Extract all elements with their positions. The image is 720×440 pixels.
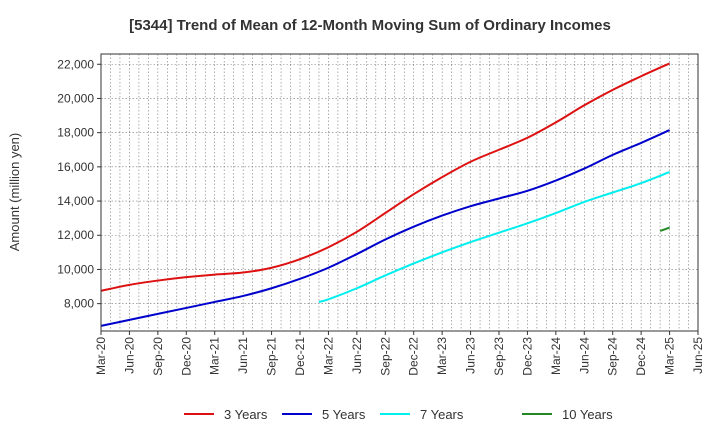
x-tick-label: Mar-24 — [549, 337, 563, 375]
grid — [100, 54, 699, 331]
legend-label-3-years: 3 Years — [224, 407, 268, 422]
x-tick-label: Mar-25 — [663, 337, 677, 375]
y-tick-label: 12,000 — [57, 228, 94, 242]
y-tick-label: 8,000 — [64, 297, 94, 311]
x-tick-label: Mar-20 — [94, 337, 108, 375]
series-lines — [100, 62, 670, 327]
chart-title: [5344] Trend of Mean of 12-Month Moving … — [129, 17, 611, 34]
x-tick-label: Sep-21 — [265, 337, 279, 376]
legend-label-10-years: 10 Years — [562, 407, 613, 422]
x-tick-label: Dec-23 — [520, 337, 534, 376]
x-tick-label: Mar-21 — [208, 337, 222, 375]
y-tick-label: 22,000 — [57, 57, 94, 71]
x-tick-label: Jun-24 — [577, 337, 591, 374]
x-tick-label: Jun-23 — [464, 337, 478, 374]
y-tick-label: 18,000 — [57, 126, 94, 140]
legend-label-5-years: 5 Years — [322, 407, 366, 422]
x-tick-label: Sep-23 — [492, 337, 506, 376]
x-tick-label: Sep-24 — [606, 337, 620, 376]
y-tick-label: 16,000 — [57, 160, 94, 174]
x-tick-label: Sep-20 — [151, 337, 165, 376]
legend-label-7-years: 7 Years — [420, 407, 464, 422]
x-tick-label: Dec-21 — [293, 337, 307, 376]
plot-area-border — [100, 53, 699, 332]
x-tick-label: Jun-22 — [350, 337, 364, 374]
y-tick-label: 14,000 — [57, 194, 94, 208]
legend: 3 Years 5 Years 7 Years 10 Years — [184, 407, 613, 422]
series-line-5-years — [100, 129, 670, 327]
y-axis: 8,000 10,000 12,000 14,000 16,000 18,000 20,00… — [57, 57, 101, 311]
y-tick-label: 10,000 — [57, 262, 94, 276]
x-tick-label: Dec-20 — [179, 337, 193, 376]
x-tick-label: Sep-22 — [378, 337, 392, 376]
y-axis-label: Amount (million yen) — [7, 133, 22, 252]
x-tick-label: Mar-22 — [321, 337, 335, 375]
x-tick-label: Dec-24 — [634, 337, 648, 376]
series-line-3-years — [100, 62, 670, 292]
x-tick-label: Jun-20 — [122, 337, 136, 374]
series-line-7-years — [318, 171, 670, 303]
series-line-10-years — [659, 226, 670, 232]
y-tick-label: 20,000 — [57, 91, 94, 105]
x-tick-label: Jun-21 — [236, 337, 250, 374]
x-tick-label: Dec-22 — [407, 337, 421, 376]
x-tick-label: Jun-25 — [691, 337, 705, 374]
x-tick-label: Mar-23 — [435, 337, 449, 375]
x-axis: Mar-20 Jun-20 Sep-20 Dec-20 Mar-21 Jun-21 Sep-… — [94, 331, 705, 376]
